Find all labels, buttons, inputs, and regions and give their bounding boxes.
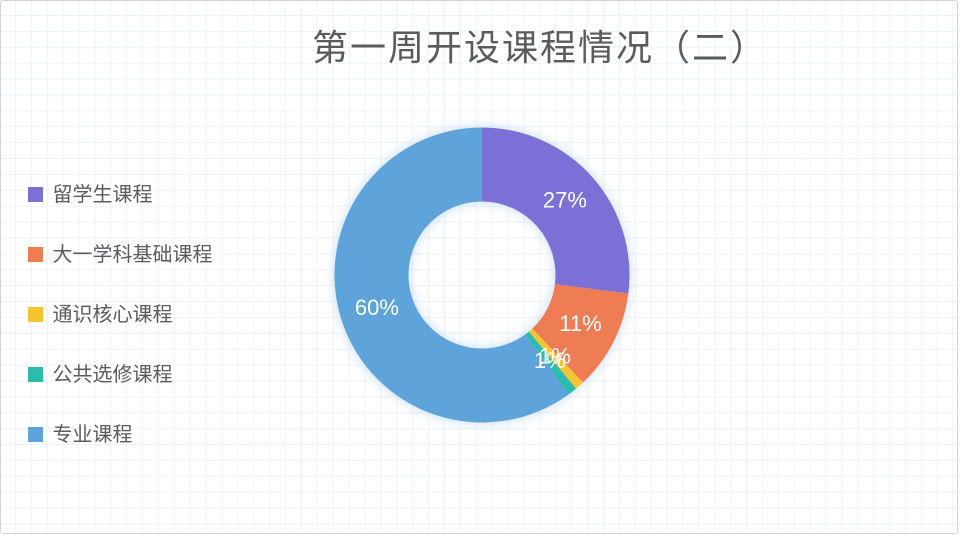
svg-text:60%: 60%: [355, 295, 399, 320]
svg-text:27%: 27%: [543, 188, 587, 213]
svg-text:1%: 1%: [534, 348, 566, 373]
svg-text:11%: 11%: [559, 311, 601, 336]
